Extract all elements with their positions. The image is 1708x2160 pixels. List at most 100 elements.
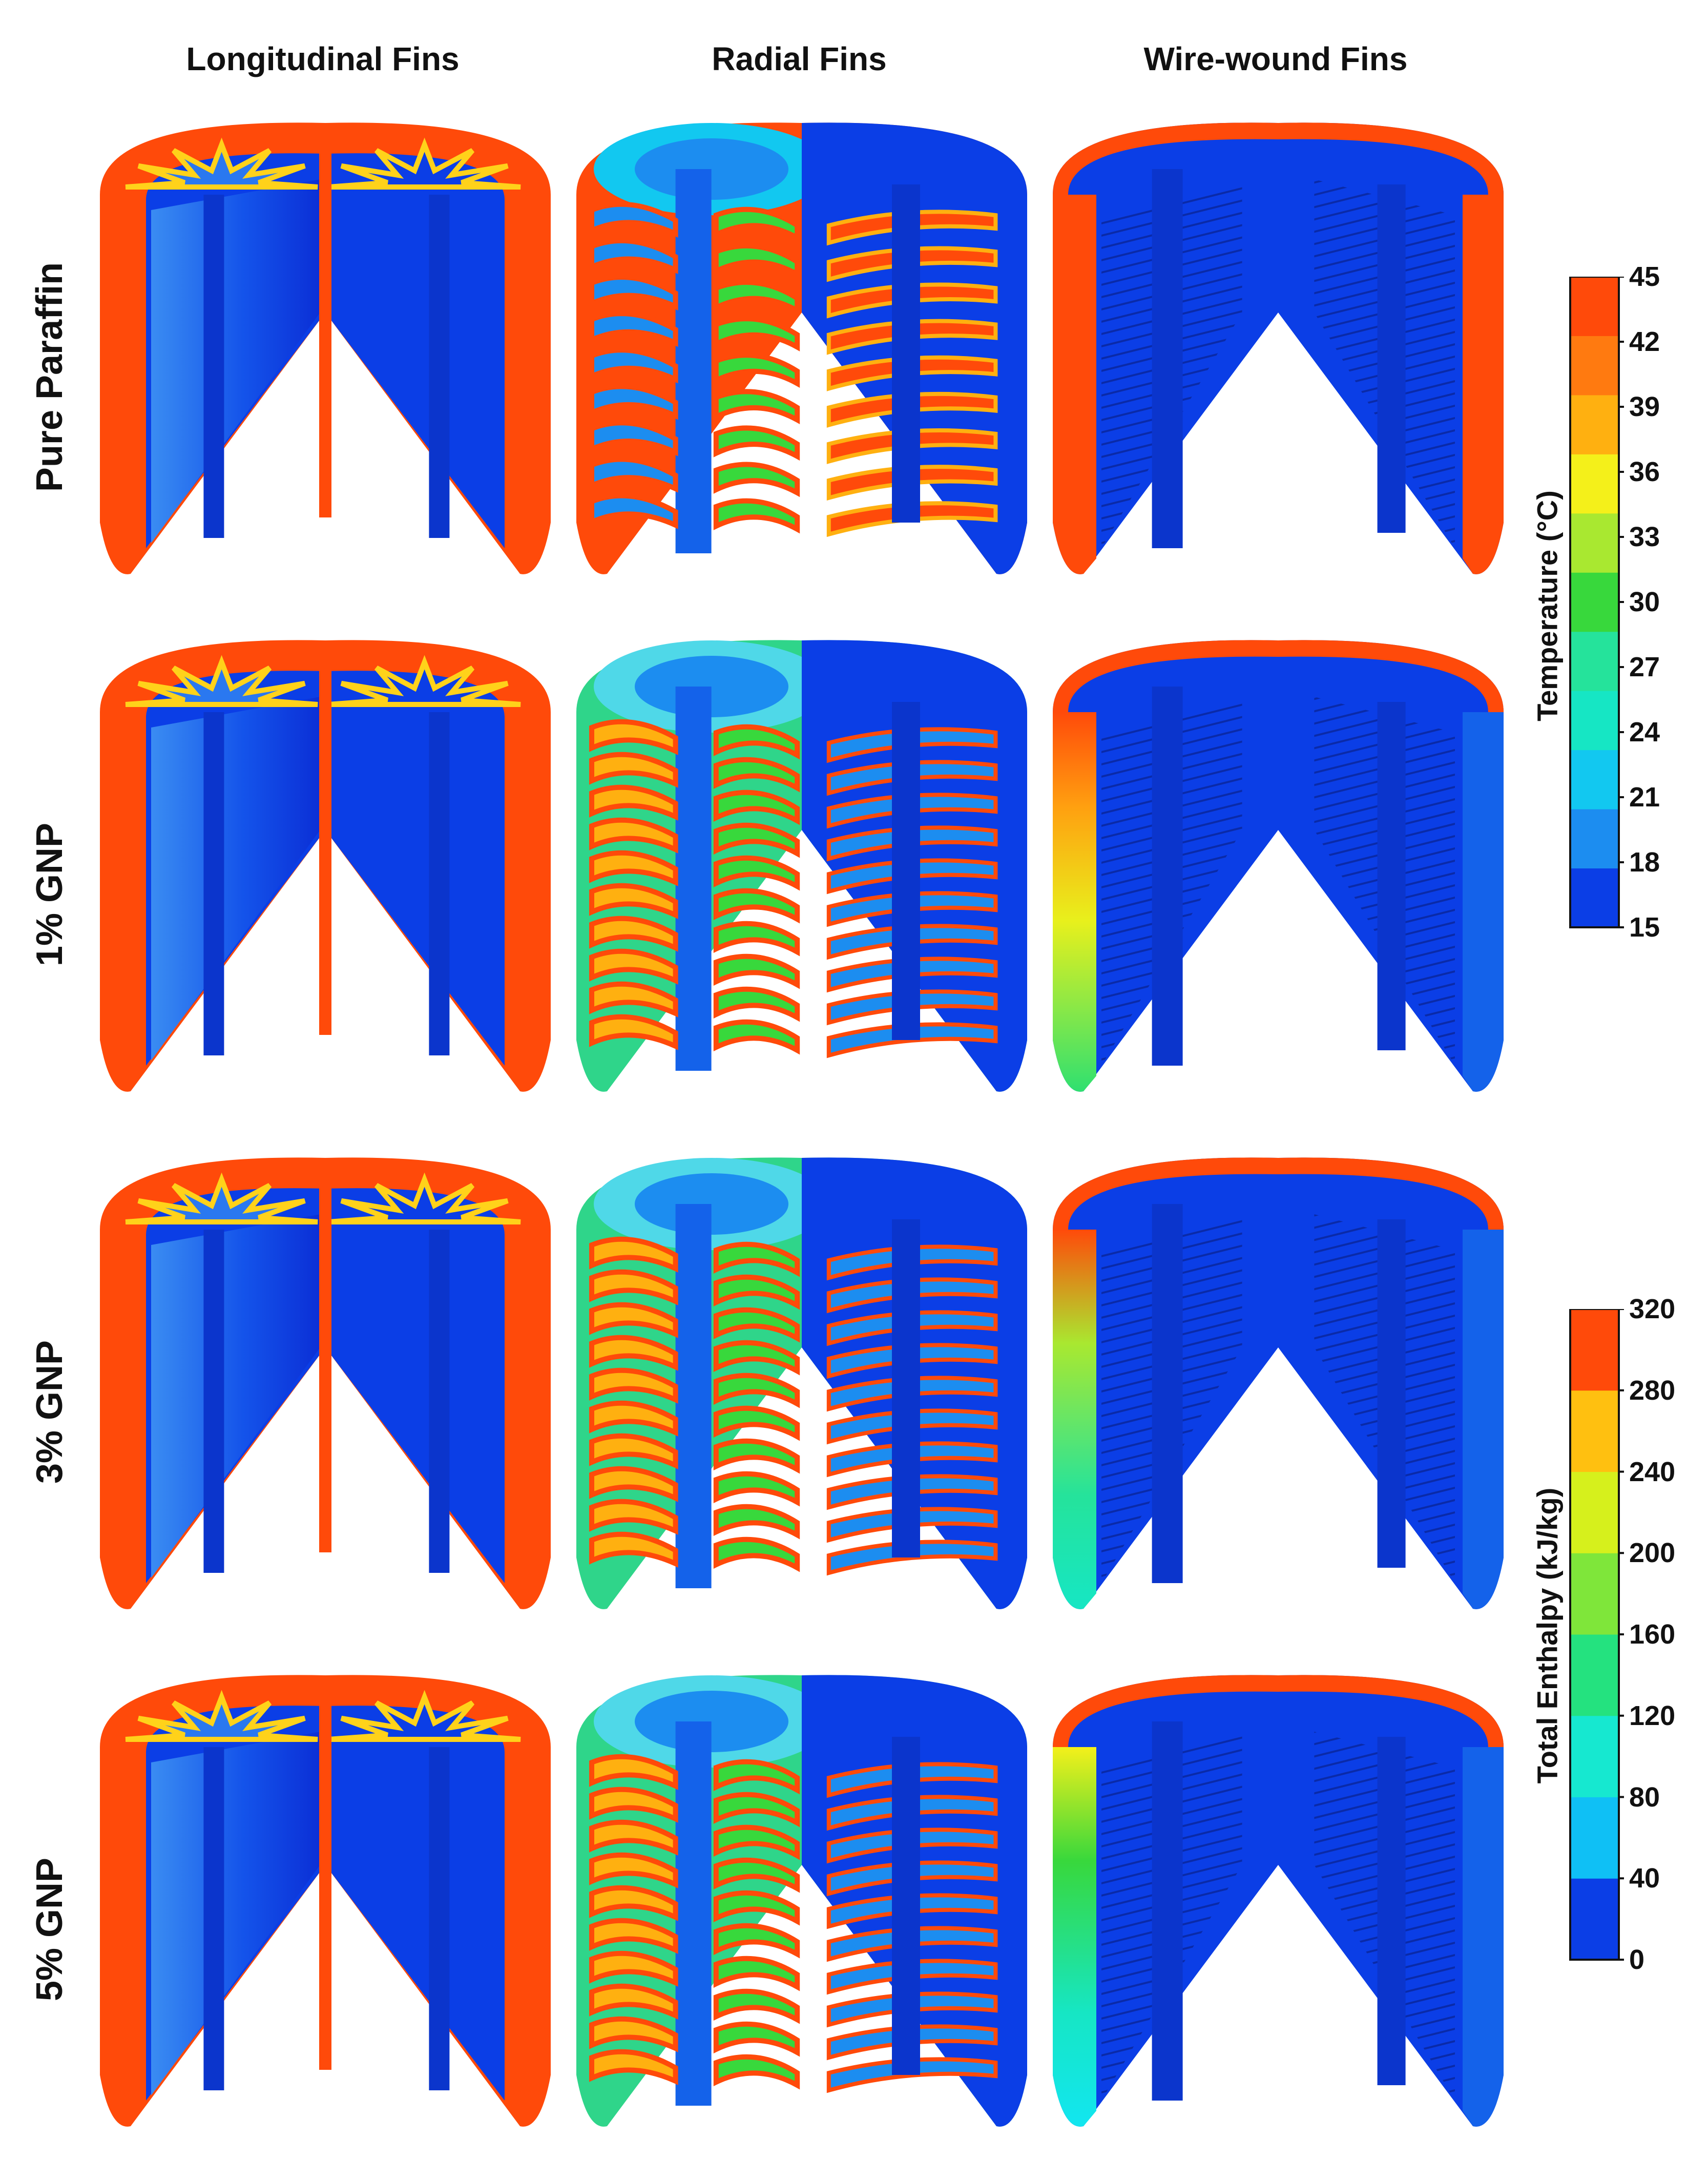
temperature-colorbar-tick-label: 27 (1629, 652, 1660, 682)
wire-left-wall (1053, 712, 1096, 1092)
longitudinal-tube (203, 1230, 224, 1573)
radial-fin-middle (713, 1536, 800, 1572)
temperature-colorbar-band (1570, 513, 1619, 573)
wire-right-wall (1463, 1747, 1504, 2127)
radial-fin-middle (713, 1019, 800, 1055)
radial-fin-left (589, 1754, 678, 1790)
radial-fin-middle (713, 1923, 800, 1959)
wire-tube (1377, 1737, 1406, 2085)
radial-fin-left (589, 1787, 678, 1823)
radial-fin-middle (713, 1405, 800, 1441)
radial-fin-middle (713, 1340, 800, 1376)
enthalpy-colorbar-band (1570, 1390, 1619, 1472)
radial-tube (892, 1219, 920, 1557)
radial-fin-left (589, 1885, 678, 1921)
enthalpy-colorbar-band (1570, 1634, 1619, 1716)
radial-fin-left (589, 883, 678, 919)
radial-fin-middle (713, 921, 800, 957)
radial-fin-middle (713, 757, 800, 793)
wire-top-rim (1053, 1675, 1504, 1747)
radial-fin-left (589, 1433, 678, 1469)
wire-tube (1152, 1721, 1183, 2101)
longitudinal-center-fin (319, 128, 331, 517)
radial-top-annulus-inner (635, 138, 788, 200)
contour-panel-r0-c2 (1053, 122, 1504, 574)
longitudinal-left-face (151, 1732, 320, 2095)
radial-fin-left (589, 1367, 678, 1404)
temperature-colorbar-tick-label: 42 (1629, 326, 1660, 357)
radial-fin-middle (713, 1857, 800, 1893)
temperature-colorbar-band (1570, 572, 1619, 632)
contour-panel-r1-c2 (1053, 640, 1504, 1092)
radial-fin-middle (713, 316, 800, 351)
radial-fin-left (589, 1852, 678, 1888)
radial-fin-left (589, 1335, 678, 1371)
radial-fin-middle (713, 1241, 800, 1277)
enthalpy-colorbar-band (1570, 1553, 1619, 1635)
temperature-colorbar-band (1570, 454, 1619, 514)
radial-fin-middle (713, 888, 800, 924)
radial-fin-middle (713, 790, 800, 825)
radial-fin-middle (713, 462, 800, 497)
radial-fin-left (589, 347, 678, 384)
contour-panel-r3-c0 (100, 1675, 551, 2127)
wire-right-wall (1463, 1230, 1504, 1609)
radial-fin-left (589, 916, 678, 952)
radial-tube (675, 1721, 712, 2106)
temperature-colorbar-band (1570, 336, 1619, 396)
radial-fin-left (589, 456, 678, 493)
longitudinal-tube (203, 712, 224, 1055)
enthalpy-colorbar (1569, 1309, 1624, 1961)
radial-fin-left (589, 1302, 678, 1338)
temperature-colorbar-tick-label: 30 (1629, 587, 1660, 617)
radial-fin-left (589, 948, 678, 985)
radial-fin-left (589, 1531, 678, 1568)
longitudinal-left-face (151, 179, 320, 543)
radial-fin-middle (713, 953, 800, 989)
radial-tube (675, 687, 712, 1071)
radial-fin-left (589, 1466, 678, 1502)
radial-fin-left (589, 981, 678, 1017)
contour-panel-r1-c0 (100, 640, 551, 1092)
longitudinal-tube (429, 712, 450, 1055)
radial-fin-left (589, 784, 678, 821)
radial-fin-middle (713, 1792, 800, 1827)
contour-panel-r2-c0 (100, 1157, 551, 1609)
temperature-colorbar-title: Temperature (°C) (1531, 490, 1564, 721)
wire-right-wall (1463, 195, 1504, 574)
longitudinal-left-face (151, 1214, 320, 1578)
enthalpy-colorbar-tick-label: 320 (1629, 1294, 1676, 1324)
wire-top-rim (1053, 122, 1504, 195)
radial-fin-left (589, 850, 678, 886)
radial-fin-middle (713, 243, 800, 279)
radial-fin-middle (713, 1373, 800, 1408)
radial-fin-left (589, 1819, 678, 1856)
radial-fin-middle (713, 1988, 800, 2024)
radial-fin-middle (713, 724, 800, 760)
temperature-colorbar (1569, 277, 1624, 928)
radial-fin-left (589, 493, 678, 529)
radial-top-annulus-inner (635, 1691, 788, 1752)
wire-left-wall (1053, 1747, 1096, 2127)
radial-fin-middle (713, 1504, 800, 1540)
enthalpy-colorbar-band (1570, 1309, 1619, 1391)
radial-fin-left (589, 719, 678, 755)
longitudinal-tube (429, 195, 450, 538)
longitudinal-fin-section (125, 137, 318, 190)
temperature-colorbar-tick-label: 24 (1629, 717, 1660, 747)
temperature-colorbar-tick-label: 36 (1629, 456, 1660, 487)
temperature-colorbar-tick-label: 21 (1629, 782, 1660, 813)
longitudinal-fin-section (125, 1172, 318, 1224)
temperature-colorbar-tick-label: 33 (1629, 522, 1660, 552)
radial-tube (892, 1737, 920, 2075)
contour-panel-r3-c1 (576, 1675, 1027, 2127)
temperature-colorbar-tick-label: 18 (1629, 847, 1660, 878)
longitudinal-center-fin (319, 646, 331, 1035)
enthalpy-colorbar-tick-label: 80 (1629, 1781, 1660, 1813)
column-title-wire-wound: Wire-wound Fins (1143, 40, 1408, 77)
temperature-colorbar-band (1570, 868, 1619, 928)
longitudinal-fin-section (125, 1690, 318, 1742)
temperature-colorbar-band (1570, 809, 1619, 869)
